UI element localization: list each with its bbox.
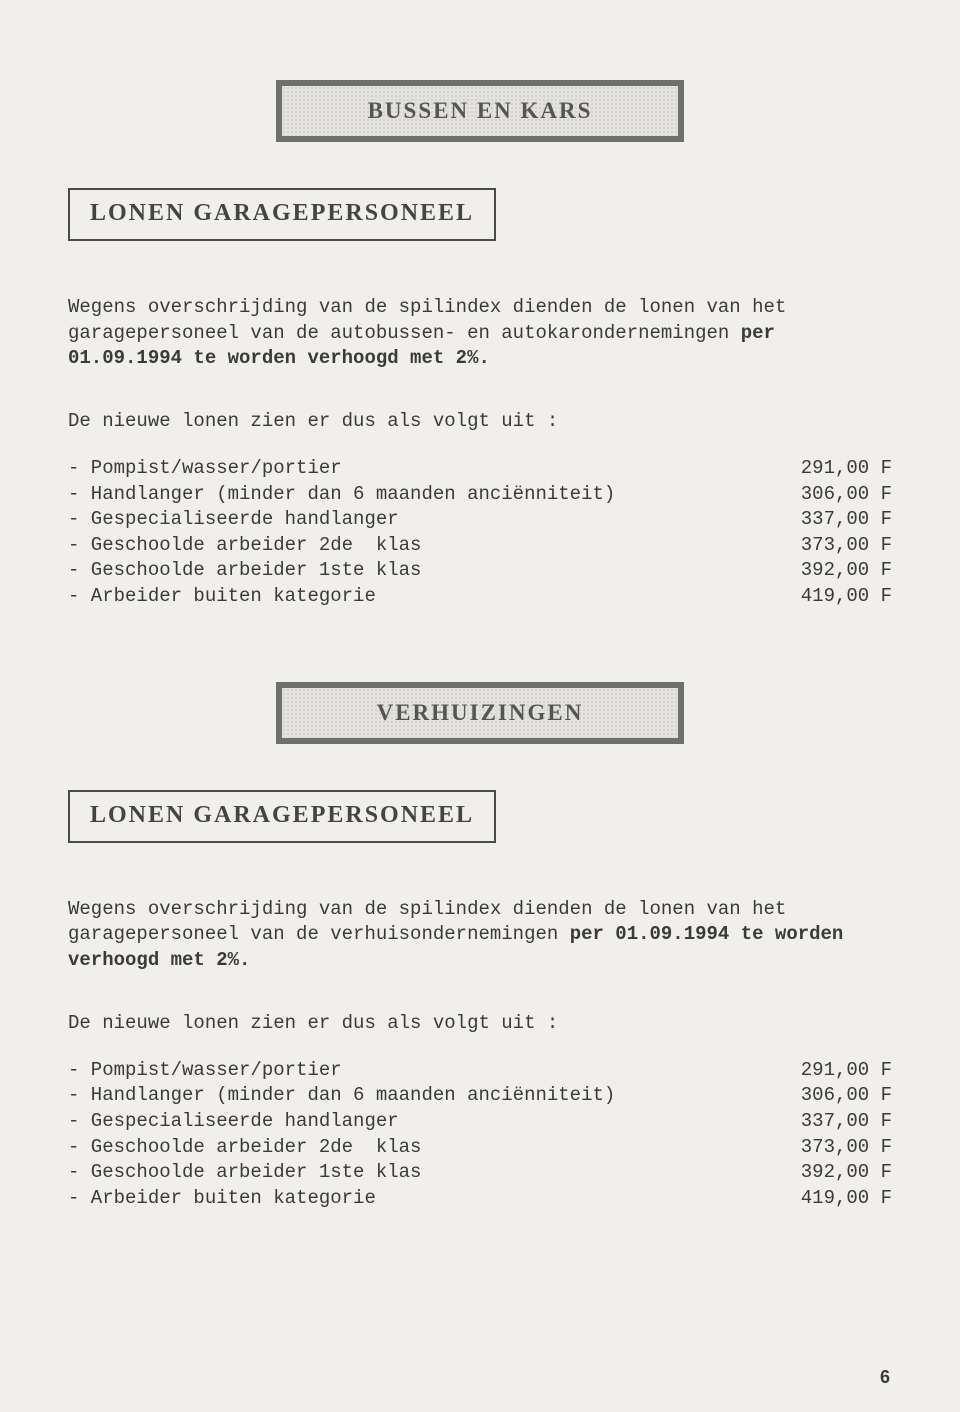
wage-row: - Handlanger (minder dan 6 maanden ancië… bbox=[68, 482, 892, 508]
wage-row: - Gespecialiseerde handlanger 337,00 F bbox=[68, 1109, 892, 1135]
wage-label: - Pompist/wasser/portier bbox=[68, 456, 342, 482]
wage-label: - Arbeider buiten kategorie bbox=[68, 1186, 376, 1212]
list-intro-1: De nieuwe lonen zien er dus als volgt ui… bbox=[68, 410, 892, 432]
wage-label: - Pompist/wasser/portier bbox=[68, 1058, 342, 1084]
page-number: 6 bbox=[880, 1367, 890, 1388]
wage-label: - Arbeider buiten kategorie bbox=[68, 584, 376, 610]
banner-bussen: BUSSEN EN KARS bbox=[276, 80, 684, 142]
wage-label: - Geschoolde arbeider 1ste klas bbox=[68, 1160, 421, 1186]
wage-row: - Geschoolde arbeider 1ste klas 392,00 F bbox=[68, 1160, 892, 1186]
wage-row: - Geschoolde arbeider 1ste klas 392,00 F bbox=[68, 558, 892, 584]
wage-value: 291,00 F bbox=[801, 1058, 892, 1084]
list-intro-2: De nieuwe lonen zien er dus als volgt ui… bbox=[68, 1012, 892, 1034]
wage-row: - Arbeider buiten kategorie 419,00 F bbox=[68, 1186, 892, 1212]
wage-row: - Pompist/wasser/portier 291,00 F bbox=[68, 1058, 892, 1084]
wage-value: 291,00 F bbox=[801, 456, 892, 482]
intro-text-1: Wegens overschrijding van de spilindex d… bbox=[68, 296, 786, 344]
subheading-box-1: LONEN GARAGEPERSONEEL bbox=[68, 188, 496, 241]
wage-row: - Geschoolde arbeider 2de klas 373,00 F bbox=[68, 1135, 892, 1161]
wage-value: 373,00 F bbox=[801, 1135, 892, 1161]
intro-paragraph-2: Wegens overschrijding van de spilindex d… bbox=[68, 897, 892, 974]
wage-value: 419,00 F bbox=[801, 584, 892, 610]
wage-label: - Handlanger (minder dan 6 maanden ancië… bbox=[68, 1083, 615, 1109]
wage-label: - Geschoolde arbeider 1ste klas bbox=[68, 558, 421, 584]
page: BUSSEN EN KARS LONEN GARAGEPERSONEEL Weg… bbox=[0, 0, 960, 1412]
wage-value: 392,00 F bbox=[801, 558, 892, 584]
wage-value: 337,00 F bbox=[801, 1109, 892, 1135]
wage-row: - Handlanger (minder dan 6 maanden ancië… bbox=[68, 1083, 892, 1109]
wage-row: - Gespecialiseerde handlanger 337,00 F bbox=[68, 507, 892, 533]
wage-row: - Arbeider buiten kategorie 419,00 F bbox=[68, 584, 892, 610]
wage-list-1: - Pompist/wasser/portier 291,00 F - Hand… bbox=[68, 456, 892, 610]
wage-value: 306,00 F bbox=[801, 482, 892, 508]
wage-label: - Gespecialiseerde handlanger bbox=[68, 1109, 399, 1135]
subheading-box-2: LONEN GARAGEPERSONEEL bbox=[68, 790, 496, 843]
intro-paragraph-1: Wegens overschrijding van de spilindex d… bbox=[68, 295, 892, 372]
wage-label: - Geschoolde arbeider 2de klas bbox=[68, 1135, 421, 1161]
wage-value: 419,00 F bbox=[801, 1186, 892, 1212]
wage-value: 373,00 F bbox=[801, 533, 892, 559]
wage-label: - Geschoolde arbeider 2de klas bbox=[68, 533, 421, 559]
wage-value: 306,00 F bbox=[801, 1083, 892, 1109]
wage-row: - Pompist/wasser/portier 291,00 F bbox=[68, 456, 892, 482]
wage-label: - Gespecialiseerde handlanger bbox=[68, 507, 399, 533]
wage-value: 337,00 F bbox=[801, 507, 892, 533]
wage-label: - Handlanger (minder dan 6 maanden ancië… bbox=[68, 482, 615, 508]
wage-value: 392,00 F bbox=[801, 1160, 892, 1186]
banner-verhuizingen: VERHUIZINGEN bbox=[276, 682, 684, 744]
wage-row: - Geschoolde arbeider 2de klas 373,00 F bbox=[68, 533, 892, 559]
wage-list-2: - Pompist/wasser/portier 291,00 F - Hand… bbox=[68, 1058, 892, 1212]
